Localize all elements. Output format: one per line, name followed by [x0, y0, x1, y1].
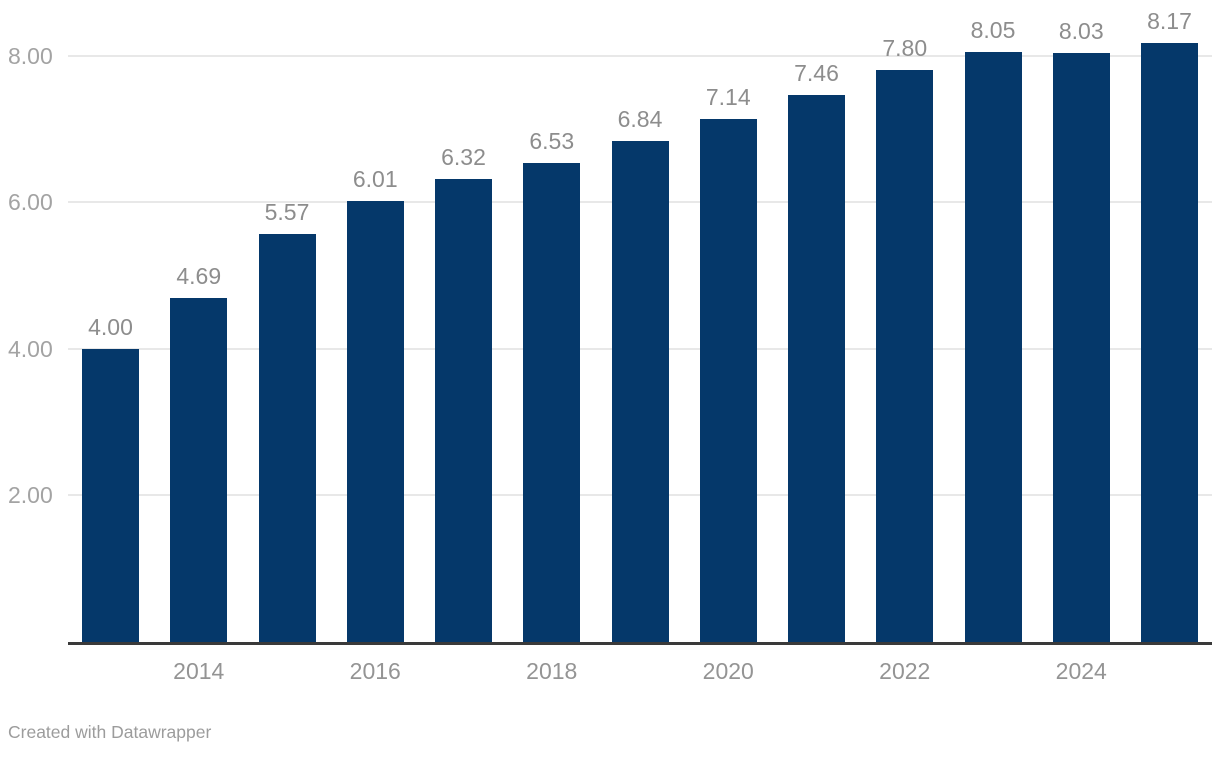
x-axis-tick-label-2018: 2018 [526, 658, 578, 684]
datawrapper-credit-link[interactable]: Created with Datawrapper [8, 722, 212, 742]
bar-value-label-2015: 5.57 [264, 198, 310, 225]
bar-value-label-2023: 8.05 [970, 16, 1016, 43]
bar-2021 [788, 95, 845, 642]
x-axis-tick-label-2020: 2020 [702, 658, 754, 684]
x-axis-tick-label-2022: 2022 [879, 658, 931, 684]
bar-value-label-2019: 6.84 [617, 105, 663, 132]
y-axis-tick-label: 8.00 [8, 42, 53, 69]
bar-value-label-2021: 7.46 [794, 60, 839, 87]
bar-2023 [964, 51, 1022, 642]
bar-2016 [346, 201, 404, 642]
bar-value-label-2013: 4.00 [88, 313, 133, 340]
bar-2015 [258, 233, 316, 642]
bar-2020 [699, 118, 757, 642]
x-axis-tick-label-2024: 2024 [1055, 658, 1107, 684]
x-axis-tick-label-2016: 2016 [349, 658, 401, 684]
y-axis-tick-label: 2.00 [8, 482, 53, 509]
y-axis-tick-label: 6.00 [8, 189, 53, 216]
bar-value-label-2020: 7.14 [705, 83, 751, 110]
y-axis-tick-label: 4.00 [8, 335, 53, 362]
gridline-y-8.00 [68, 54, 1212, 57]
bar-2013 [82, 348, 139, 642]
x-axis-tick-label-2014: 2014 [173, 658, 225, 684]
bar-2025 [1141, 43, 1198, 642]
bar-2019 [611, 140, 669, 642]
bar-2018 [523, 163, 581, 642]
bar-2024 [1052, 53, 1110, 642]
bar-value-label-2018: 6.53 [529, 128, 575, 155]
bar-value-label-2025: 8.17 [1147, 8, 1192, 35]
bar-value-label-2017: 6.32 [441, 143, 486, 170]
bar-value-label-2016: 6.01 [352, 166, 398, 193]
x-axis-baseline [68, 642, 1212, 645]
bar-2014 [170, 298, 228, 642]
bar-value-label-2014: 4.69 [176, 263, 222, 290]
bar-value-label-2024: 8.03 [1058, 18, 1104, 45]
bar-2017 [435, 178, 492, 642]
bar-2022 [876, 70, 934, 642]
bar-value-label-2022: 7.80 [882, 35, 928, 62]
